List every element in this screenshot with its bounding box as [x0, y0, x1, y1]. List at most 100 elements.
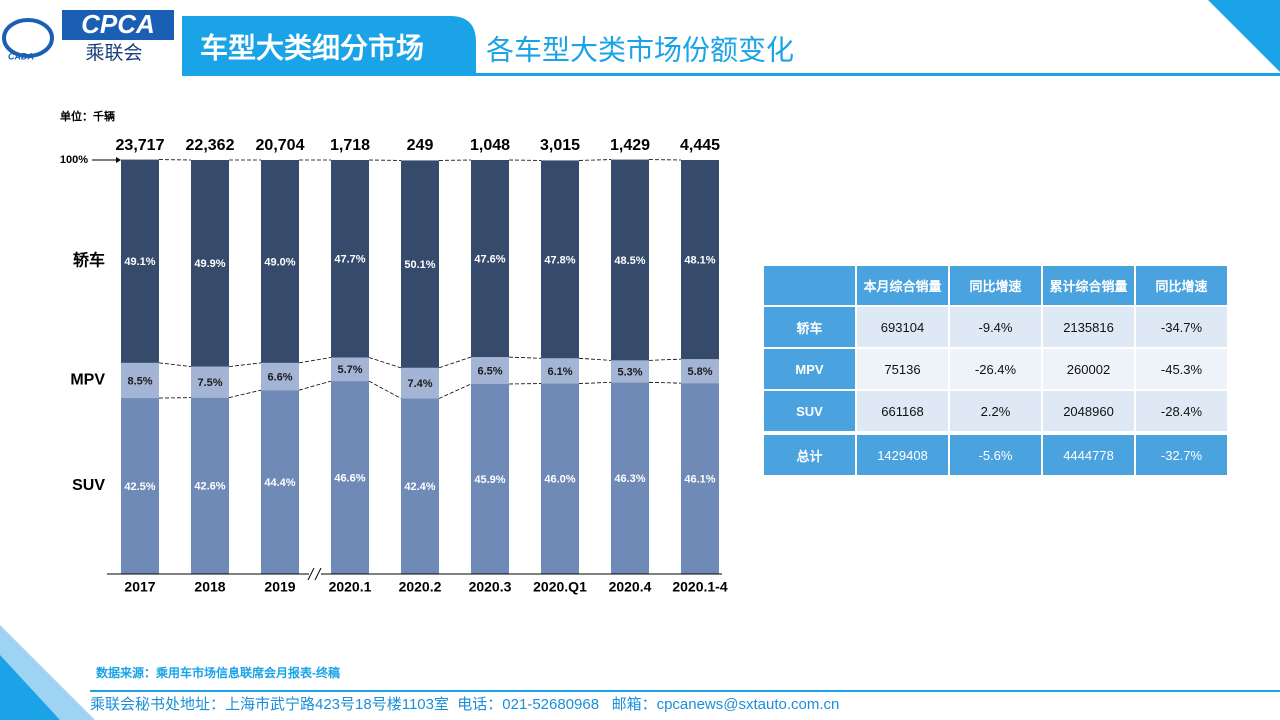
- connector: [648, 358, 682, 361]
- total-label: 4,445: [680, 137, 720, 154]
- x-tick-label: 2020.1-4: [672, 579, 727, 595]
- connector: [438, 383, 472, 399]
- x-tick-label: 2020.2: [399, 579, 442, 595]
- bar-segment: [261, 390, 299, 574]
- total-label: 23,717: [116, 137, 165, 154]
- value-label: 6.1%: [547, 366, 572, 378]
- value-label: 5.8%: [687, 366, 712, 378]
- value-label: 46.3%: [614, 473, 645, 485]
- table-cell: -34.7%: [1135, 306, 1228, 348]
- table-cell: 661168: [856, 390, 949, 432]
- column-header: 累计综合销量: [1042, 265, 1135, 306]
- x-tick-label: 2020.Q1: [533, 579, 587, 595]
- connector: [228, 389, 262, 399]
- value-label: 47.7%: [334, 254, 365, 266]
- table-cell: 2135816: [1042, 306, 1135, 348]
- table-cell: -32.7%: [1135, 432, 1228, 476]
- bar-segment: [401, 367, 439, 399]
- table-cell: 1429408: [856, 432, 949, 476]
- connector: [578, 159, 612, 161]
- series-label: SUV: [72, 477, 105, 494]
- bar-segment: [261, 160, 299, 363]
- title-box: [182, 16, 476, 76]
- value-label: 6.6%: [267, 371, 292, 383]
- value-label: 46.0%: [544, 474, 575, 486]
- bar-segment: [471, 160, 509, 358]
- logo-small: CADA: [8, 51, 34, 61]
- bar-segment: [401, 160, 439, 368]
- value-label: 49.0%: [264, 256, 295, 268]
- table-row: MPV 75136 -26.4% 260002 -45.3%: [763, 348, 1228, 390]
- value-label: 50.1%: [404, 259, 435, 271]
- row-header: 总计: [763, 432, 856, 476]
- value-label: 47.8%: [544, 254, 575, 266]
- value-label: 5.3%: [617, 366, 642, 378]
- value-label: 5.7%: [337, 364, 362, 376]
- table-row: 轿车 693104 -9.4% 2135816 -34.7%: [763, 306, 1228, 348]
- row-header: 轿车: [763, 306, 856, 348]
- connector: [298, 357, 332, 364]
- total-label: 1,718: [330, 137, 370, 154]
- corner-decoration: [1208, 0, 1280, 72]
- x-tick-label: 2020.3: [469, 579, 512, 595]
- logo-emblem: [2, 18, 54, 58]
- table-cell: 75136: [856, 348, 949, 390]
- address: 乘联会秘书处地址：上海市武宁路423号18号楼1103室 电话：021-5268…: [90, 696, 839, 713]
- sales-table: 本月综合销量 同比增速 累计综合销量 同比增速 轿车 693104 -9.4% 213581…: [763, 265, 1228, 476]
- x-tick-label: 2017: [124, 579, 155, 595]
- connector: [578, 381, 612, 384]
- bar-segment: [191, 366, 229, 398]
- total-label: 249: [407, 137, 434, 154]
- table-cell: -5.6%: [949, 432, 1042, 476]
- value-label: 47.6%: [474, 253, 505, 265]
- series-label: MPV: [70, 372, 105, 389]
- logo-box: [62, 10, 174, 40]
- value-label: 44.4%: [264, 477, 295, 489]
- bar-segment: [471, 383, 509, 574]
- row-header: SUV: [763, 390, 856, 432]
- connector: [228, 362, 262, 367]
- total-label: 1,429: [610, 137, 650, 154]
- axis-break: [314, 567, 322, 581]
- bar-segment: [191, 397, 229, 574]
- x-tick-label: 2020.4: [609, 579, 652, 595]
- table-cell: 2.2%: [949, 390, 1042, 432]
- header-line: [182, 73, 1280, 76]
- footer-line: [90, 690, 1280, 692]
- bar-segment: [331, 381, 369, 574]
- bar-segment: [261, 362, 299, 391]
- table-row: SUV 661168 2.2% 2048960 -28.4%: [763, 390, 1228, 432]
- bar-segment: [121, 398, 159, 574]
- connector: [648, 381, 682, 384]
- connector: [508, 356, 542, 359]
- value-label: 8.5%: [127, 375, 152, 387]
- source: 数据来源：乘用车市场信息联席会月报表-终稿: [96, 665, 340, 680]
- series-label: 轿车: [73, 250, 105, 269]
- table-cell: -9.4%: [949, 306, 1042, 348]
- connector: [158, 362, 192, 367]
- table-cell: 4444778: [1042, 432, 1135, 476]
- column-header: 同比增速: [1135, 265, 1228, 306]
- bar-segment: [331, 160, 369, 358]
- table-cell: -28.4%: [1135, 390, 1228, 432]
- total-label: 22,362: [186, 137, 235, 154]
- axis-break-gap: [309, 569, 321, 579]
- value-label: 42.5%: [124, 481, 155, 493]
- table-header: 本月综合销量 同比增速 累计综合销量 同比增速: [763, 265, 1228, 306]
- table-cell: 2048960: [1042, 390, 1135, 432]
- bar-segment: [611, 360, 649, 383]
- total-label: 1,048: [470, 137, 510, 154]
- value-label: 49.9%: [194, 258, 225, 270]
- bar-segment: [121, 362, 159, 399]
- value-label: 6.5%: [477, 365, 502, 377]
- connector: [438, 356, 472, 369]
- bar-segment: [541, 160, 579, 359]
- corner-decoration: [0, 655, 60, 720]
- bar-segment: [401, 398, 439, 574]
- connector: [368, 380, 402, 399]
- table-cell: -45.3%: [1135, 348, 1228, 390]
- bar-segment: [121, 159, 159, 363]
- value-label: 7.4%: [407, 378, 432, 390]
